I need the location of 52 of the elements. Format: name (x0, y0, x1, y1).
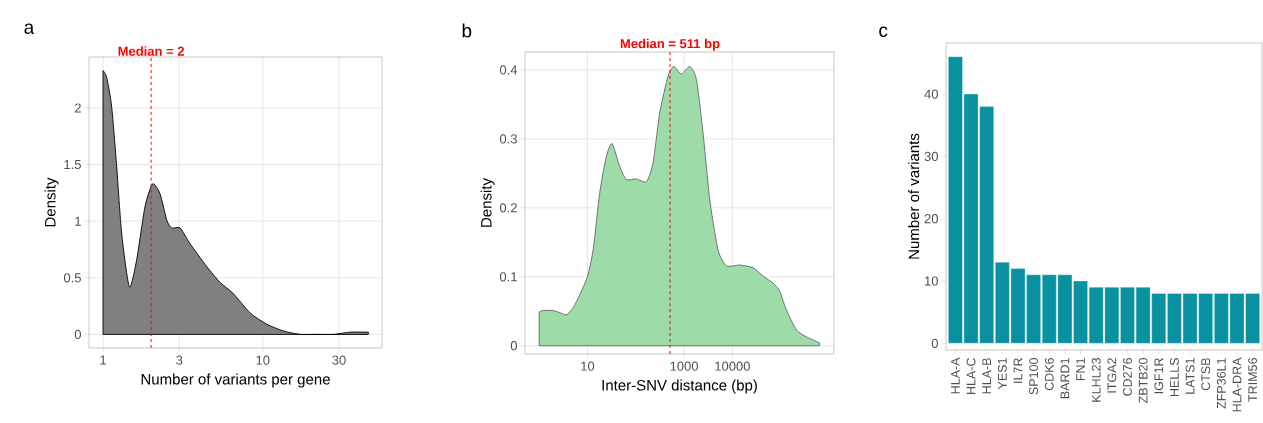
x-tick-label: CDK6 (1044, 358, 1054, 391)
y-tick-label: 2 (74, 103, 81, 113)
x-tick-label: HLA-DRA (1232, 357, 1242, 412)
x-tick-label: LATS1 (1185, 358, 1195, 394)
y-tick-label: 0 (510, 341, 517, 351)
text: b (462, 23, 472, 38)
x-tick-label: CTSB (1201, 358, 1211, 391)
y-tick-label: 0.2 (499, 203, 517, 213)
y-tick-label: 10 (925, 276, 938, 286)
y-tick-label: 0.5 (63, 273, 81, 283)
y-axis-title: Density (44, 177, 59, 227)
ref-line-label: Median = 511 bp (620, 38, 720, 51)
x-axis-title: Number of variants per gene (141, 373, 330, 388)
x-tick-label: HELLS (1169, 358, 1179, 397)
y-tick-label: 0 (931, 338, 938, 348)
y-tick-label: 0.4 (499, 65, 518, 75)
x-tick-label: HLA-B (982, 358, 991, 394)
x-axis-title: Inter-SNV distance (bp) (602, 379, 757, 394)
x-tick-label: FN1 (1076, 358, 1085, 381)
y-tick-label: 20 (924, 214, 938, 224)
text: a (24, 23, 35, 34)
x-tick-label: 10 (581, 361, 595, 371)
x-tick-label: 3 (176, 355, 183, 365)
ref-line-label: Median = 2 (118, 46, 184, 56)
x-tick-label: ITGA2 (1107, 358, 1117, 393)
x-tick-label: YES1 (997, 358, 1007, 390)
x-tick-label: 30 (332, 355, 346, 365)
y-tick-label: 1 (75, 216, 81, 226)
y-axis-title: Number of variants (908, 133, 920, 259)
x-tick-label: KLHL23 (1091, 358, 1101, 402)
y-tick-label: 1.5 (64, 160, 81, 170)
x-tick-label: 1000 (670, 361, 699, 371)
y-tick-label: 30 (924, 151, 938, 161)
x-tick-label: HLA-C (966, 358, 976, 394)
y-tick-label: 40 (924, 89, 938, 99)
text: c (879, 26, 888, 37)
x-tick-label: HLA-A (951, 357, 960, 394)
x-tick-label: BARD1 (1060, 358, 1070, 399)
y-axis-title: Density (480, 178, 495, 227)
x-tick-label: 10 (256, 355, 270, 365)
x-tick-label: SP100 (1029, 358, 1039, 395)
x-tick-label: IL7R (1013, 358, 1023, 383)
y-tick-label: 0.3 (499, 134, 517, 144)
x-tick-label: 10000 (715, 361, 750, 371)
x-tick-label: ZFP36L1 (1216, 358, 1226, 409)
x-tick-label: CD276 (1123, 358, 1132, 396)
x-tick-label: TRIM56 (1248, 358, 1258, 402)
y-tick-label: 0.1 (499, 272, 517, 282)
x-tick-label: 1 (100, 355, 106, 365)
x-tick-label: IGF1R (1154, 358, 1164, 394)
y-tick-label: 0 (74, 329, 81, 340)
x-tick-label: ZBTB20 (1138, 358, 1148, 403)
